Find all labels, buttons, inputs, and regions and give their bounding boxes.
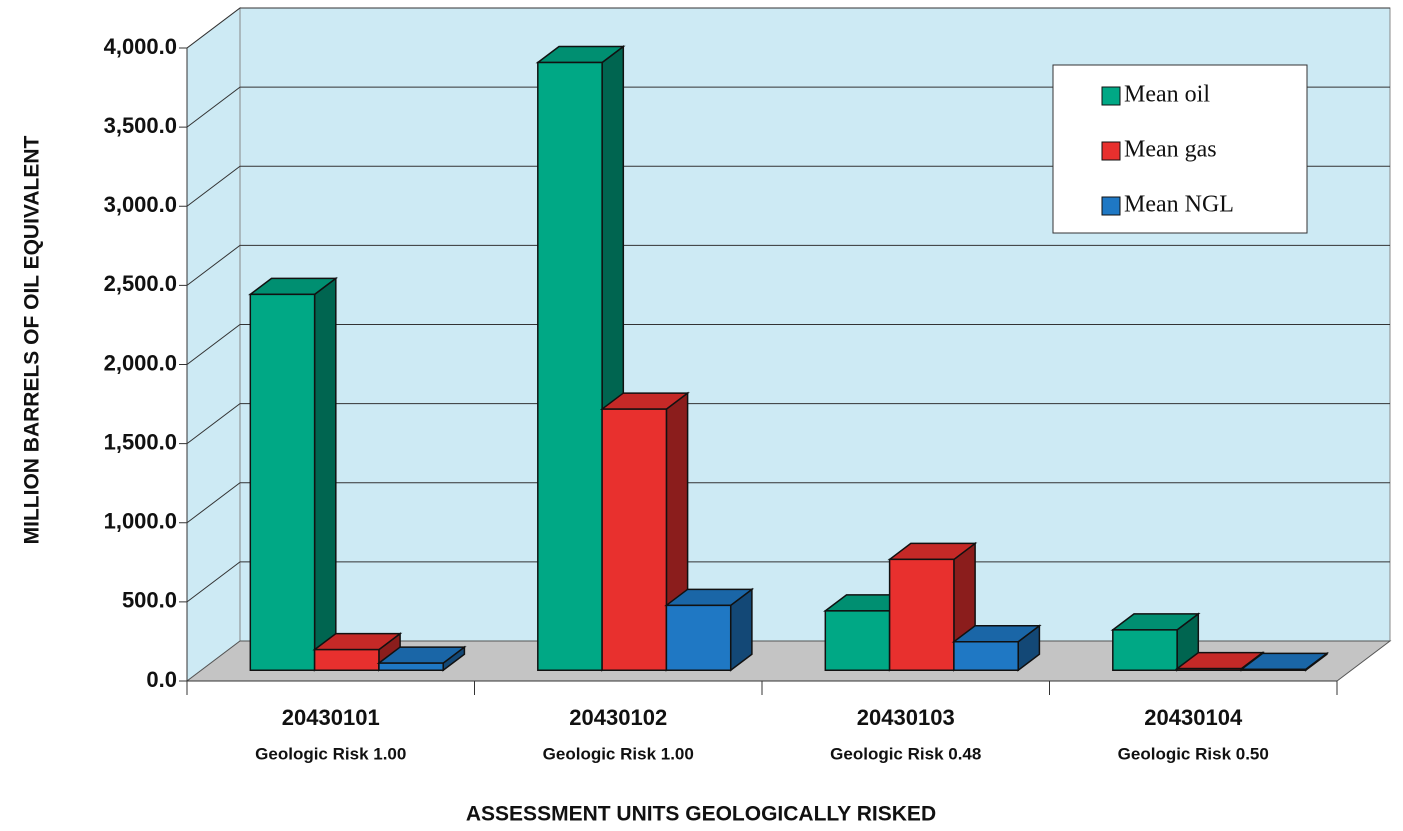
x-tick-label: 20430102 — [569, 705, 667, 730]
grid-line — [186, 244, 1390, 286]
bar-front — [1240, 668, 1307, 671]
grid-line — [186, 482, 1390, 524]
grid-line — [186, 403, 1390, 445]
legend-label: Mean gas — [1124, 137, 1217, 163]
category-note: Geologic Risk 0.48 — [830, 744, 981, 763]
x-tick-label: 20430103 — [857, 705, 955, 730]
grid-line — [186, 7, 1390, 49]
bar-front — [1112, 629, 1178, 671]
grid-line — [186, 165, 1390, 207]
category-note: Geologic Risk 0.50 — [1118, 744, 1269, 763]
y-tick-label: 500.0 — [122, 588, 177, 613]
category-note: Geologic Risk 1.00 — [255, 744, 406, 763]
bar-front — [824, 610, 891, 671]
legend-swatch — [1101, 141, 1121, 161]
bar-front — [1176, 667, 1243, 671]
x-tick-label: 20430101 — [282, 705, 380, 730]
x-axis-title: ASSESSMENT UNITS GEOLOGICALLY RISKED — [466, 803, 936, 826]
y-tick-label: 2,500.0 — [104, 271, 177, 296]
grid-line — [186, 561, 1390, 603]
y-tick-label: 3,500.0 — [104, 113, 177, 138]
y-tick-label: 1,000.0 — [104, 509, 177, 534]
y-tick-label: 4,000.0 — [104, 34, 177, 59]
bar — [248, 276, 339, 672]
bar-front — [537, 61, 603, 671]
bar — [376, 645, 467, 672]
legend-swatch — [1101, 196, 1121, 216]
bar — [664, 587, 755, 672]
bar-front — [313, 648, 380, 671]
bar-side — [313, 276, 337, 672]
y-tick-label: 0.0 — [146, 667, 177, 692]
bar-front — [888, 558, 955, 671]
x-tick-label: 20430104 — [1144, 705, 1243, 730]
bar-front — [378, 662, 444, 671]
bar-front — [601, 408, 668, 671]
legend-label: Mean NGL — [1124, 192, 1234, 218]
bar-front — [249, 293, 316, 671]
y-tick-label: 3,000.0 — [104, 192, 177, 217]
category-note: Geologic Risk 1.00 — [543, 744, 694, 763]
legend — [1052, 64, 1308, 234]
bar — [1239, 651, 1330, 672]
grid-line — [186, 324, 1390, 365]
bar — [951, 624, 1042, 672]
bar-front — [665, 604, 732, 671]
bar-front — [953, 640, 1019, 671]
y-axis-title: MILLION BARRELS OF OIL EQUIVALENT — [21, 135, 44, 544]
y-tick-label: 2,000.0 — [104, 350, 177, 375]
legend-swatch — [1101, 86, 1121, 106]
grid-line — [186, 86, 1390, 128]
y-tick-label: 1,500.0 — [104, 429, 177, 454]
legend-label: Mean oil — [1124, 82, 1210, 108]
